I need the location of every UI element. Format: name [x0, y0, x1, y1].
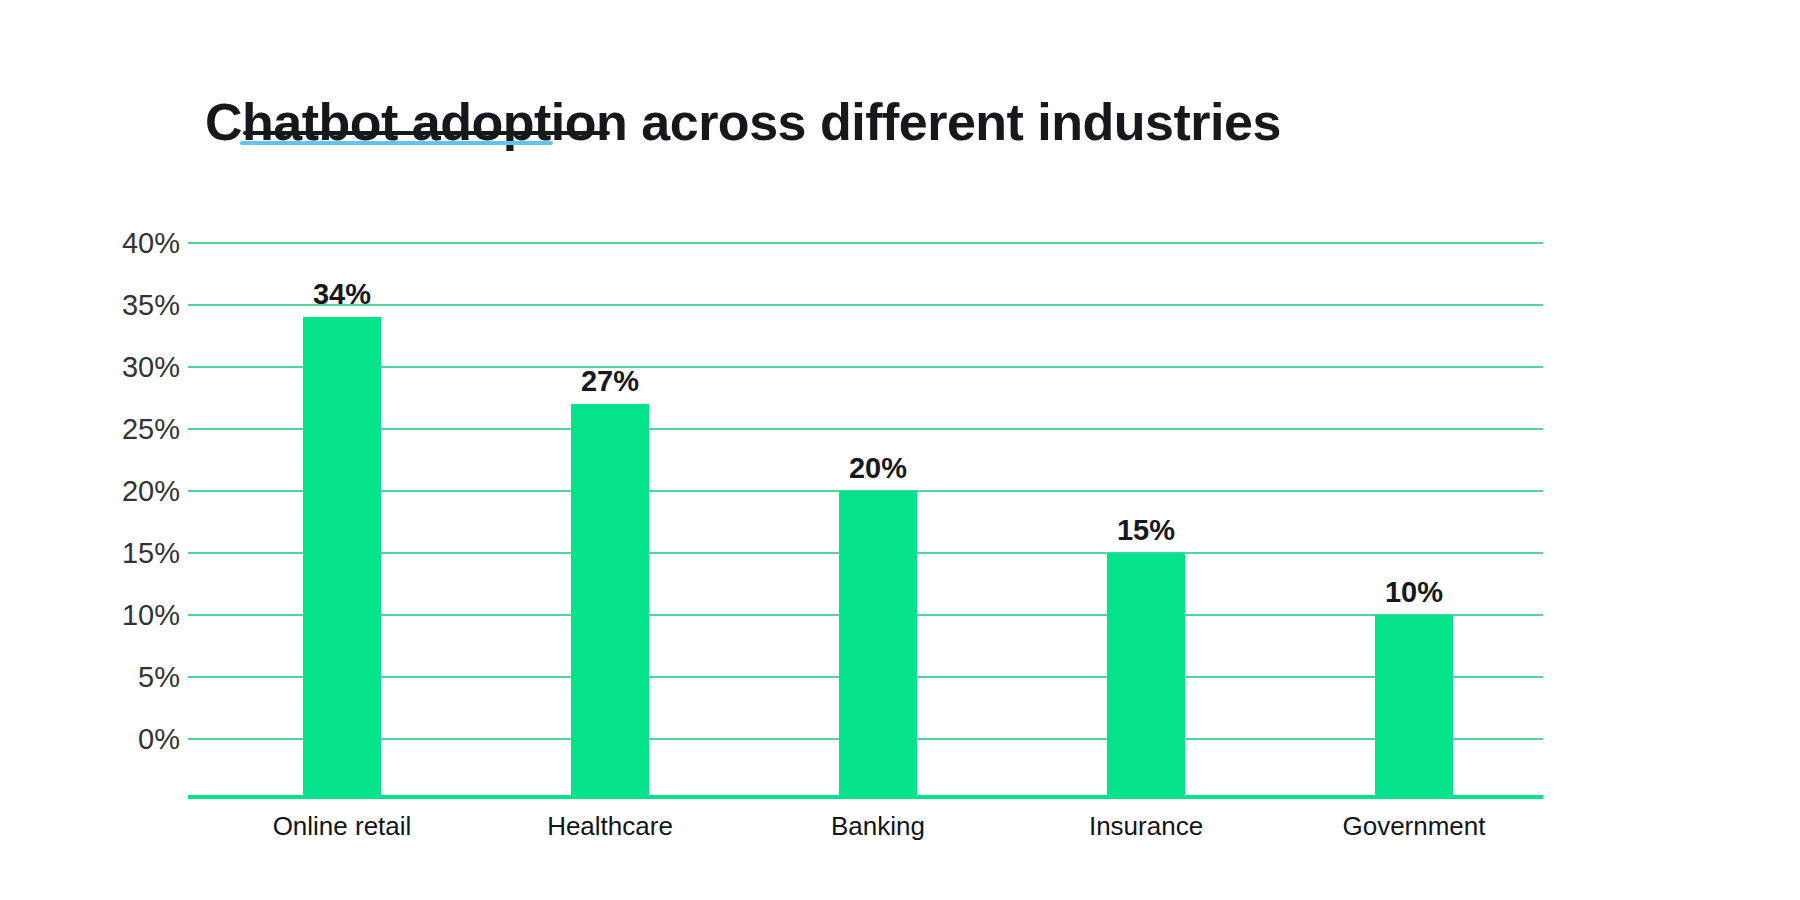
bar-value-label-healthcare: 27% [540, 364, 680, 398]
y-axis-tick-label: 30% [50, 350, 180, 384]
x-axis-line [188, 795, 1543, 799]
x-axis-category-label-healthcare: Healthcare [490, 806, 730, 846]
gridline-30 [188, 366, 1543, 368]
y-axis-tick-label: 10% [50, 598, 180, 632]
x-axis-category-label-online-retail: Online retail [222, 806, 462, 846]
y-axis-tick-label: 5% [50, 660, 180, 694]
y-axis-tick-label: 25% [50, 412, 180, 446]
chart-canvas: Chatbot adoption across different indust… [0, 0, 1800, 900]
bar-value-label-government: 10% [1344, 575, 1484, 609]
bar-value-label-banking: 20% [808, 451, 948, 485]
bar-value-label-insurance: 15% [1076, 513, 1216, 547]
gridline-40 [188, 242, 1543, 244]
x-axis-category-label-government: Government [1294, 806, 1534, 846]
bar-government [1375, 615, 1453, 799]
y-axis-tick-label: 20% [50, 474, 180, 508]
x-axis-category-label-banking: Banking [758, 806, 998, 846]
y-axis-tick-label: 15% [50, 536, 180, 570]
bar-online-retail [303, 317, 381, 799]
bar-healthcare [571, 404, 649, 799]
y-axis-tick-label: 40% [50, 226, 180, 260]
bar-insurance [1107, 553, 1185, 799]
y-axis-tick-label: 0% [50, 722, 180, 756]
x-axis-category-label-insurance: Insurance [1026, 806, 1266, 846]
gridline-25 [188, 428, 1543, 430]
y-axis-tick-label: 35% [50, 288, 180, 322]
bar-banking [839, 491, 917, 799]
bar-chart-plot-area: 40% 35% 30% 25% 20% 15% 10% 5% 0% 34% Online retai… [0, 0, 1800, 900]
bar-value-label-online-retail: 34% [272, 277, 412, 311]
